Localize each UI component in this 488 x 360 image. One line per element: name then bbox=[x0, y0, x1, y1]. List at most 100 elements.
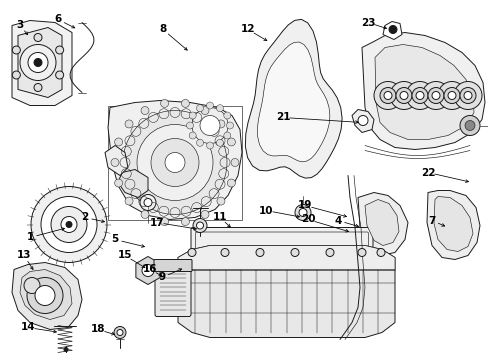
Polygon shape bbox=[433, 197, 472, 252]
Circle shape bbox=[443, 87, 459, 104]
Circle shape bbox=[187, 248, 196, 256]
Circle shape bbox=[160, 217, 168, 226]
Circle shape bbox=[227, 138, 235, 146]
Text: 14: 14 bbox=[20, 323, 35, 333]
Polygon shape bbox=[18, 27, 62, 98]
Circle shape bbox=[221, 248, 228, 256]
Circle shape bbox=[230, 158, 239, 166]
Polygon shape bbox=[12, 21, 72, 105]
Polygon shape bbox=[178, 246, 394, 270]
Text: 18: 18 bbox=[91, 324, 105, 334]
Circle shape bbox=[24, 278, 40, 293]
Circle shape bbox=[399, 91, 407, 99]
Circle shape bbox=[325, 248, 333, 256]
Text: 17: 17 bbox=[149, 217, 164, 228]
Circle shape bbox=[34, 33, 42, 41]
Circle shape bbox=[217, 197, 224, 205]
Circle shape bbox=[201, 107, 208, 114]
Circle shape bbox=[125, 197, 133, 205]
Circle shape bbox=[421, 81, 449, 109]
Circle shape bbox=[12, 46, 20, 54]
Circle shape bbox=[200, 116, 220, 135]
Polygon shape bbox=[361, 32, 484, 149]
Circle shape bbox=[151, 139, 199, 186]
Circle shape bbox=[201, 211, 208, 219]
Circle shape bbox=[388, 26, 396, 33]
Circle shape bbox=[463, 91, 471, 99]
Text: 9: 9 bbox=[158, 273, 165, 283]
Circle shape bbox=[217, 120, 224, 128]
Polygon shape bbox=[245, 19, 342, 178]
Circle shape bbox=[34, 58, 42, 67]
Circle shape bbox=[294, 204, 310, 220]
Text: 3: 3 bbox=[16, 21, 23, 31]
Circle shape bbox=[431, 91, 439, 99]
Polygon shape bbox=[108, 100, 242, 220]
Circle shape bbox=[186, 122, 193, 129]
Polygon shape bbox=[118, 170, 148, 198]
Circle shape bbox=[447, 91, 455, 99]
Text: 2: 2 bbox=[81, 212, 88, 222]
Circle shape bbox=[379, 87, 395, 104]
Circle shape bbox=[216, 139, 223, 146]
Circle shape bbox=[196, 105, 203, 112]
Text: 7: 7 bbox=[427, 216, 435, 225]
Text: 20: 20 bbox=[300, 215, 315, 225]
Polygon shape bbox=[257, 42, 329, 162]
Polygon shape bbox=[178, 246, 394, 338]
Circle shape bbox=[437, 81, 465, 109]
Circle shape bbox=[143, 198, 152, 207]
Text: 23: 23 bbox=[360, 18, 374, 27]
Circle shape bbox=[216, 105, 223, 112]
Circle shape bbox=[224, 132, 230, 139]
Circle shape bbox=[56, 46, 63, 54]
Circle shape bbox=[137, 125, 213, 201]
Polygon shape bbox=[12, 262, 82, 329]
Circle shape bbox=[141, 107, 149, 114]
Text: 13: 13 bbox=[17, 251, 31, 261]
Text: 12: 12 bbox=[240, 24, 255, 35]
Circle shape bbox=[114, 179, 122, 187]
Text: 15: 15 bbox=[118, 251, 132, 261]
Polygon shape bbox=[426, 190, 479, 260]
Circle shape bbox=[290, 248, 298, 256]
Circle shape bbox=[114, 327, 126, 338]
Circle shape bbox=[189, 132, 196, 139]
Polygon shape bbox=[374, 45, 473, 139]
Circle shape bbox=[405, 81, 433, 109]
Polygon shape bbox=[364, 199, 398, 246]
Text: 1: 1 bbox=[26, 233, 34, 243]
Circle shape bbox=[142, 265, 154, 276]
Circle shape bbox=[28, 53, 48, 72]
Circle shape bbox=[206, 142, 213, 149]
Circle shape bbox=[20, 45, 56, 81]
Circle shape bbox=[357, 116, 367, 126]
Circle shape bbox=[181, 217, 189, 226]
Circle shape bbox=[256, 248, 264, 256]
Circle shape bbox=[206, 102, 213, 109]
Circle shape bbox=[193, 219, 206, 233]
Circle shape bbox=[459, 87, 475, 104]
Circle shape bbox=[114, 138, 122, 146]
Text: 4: 4 bbox=[334, 216, 341, 225]
Circle shape bbox=[376, 248, 384, 256]
Text: 22: 22 bbox=[420, 167, 434, 177]
Circle shape bbox=[395, 87, 411, 104]
Polygon shape bbox=[357, 193, 407, 256]
Circle shape bbox=[357, 248, 365, 256]
FancyBboxPatch shape bbox=[155, 262, 191, 316]
Circle shape bbox=[31, 186, 107, 262]
Text: 10: 10 bbox=[258, 206, 273, 216]
Text: 6: 6 bbox=[54, 14, 61, 24]
Circle shape bbox=[141, 211, 149, 219]
Circle shape bbox=[164, 153, 184, 172]
Circle shape bbox=[160, 99, 168, 107]
Circle shape bbox=[453, 81, 481, 109]
Circle shape bbox=[181, 99, 189, 107]
Circle shape bbox=[12, 71, 20, 79]
Circle shape bbox=[64, 347, 68, 351]
Circle shape bbox=[415, 91, 423, 99]
Circle shape bbox=[189, 112, 196, 119]
Circle shape bbox=[389, 81, 417, 109]
Circle shape bbox=[125, 120, 133, 128]
